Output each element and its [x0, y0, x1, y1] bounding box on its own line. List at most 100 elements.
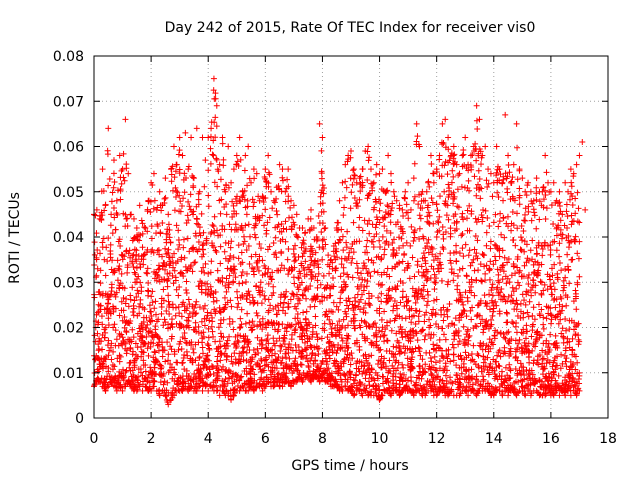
data-point [419, 255, 426, 262]
data-point [314, 363, 321, 370]
data-point [561, 389, 568, 396]
data-point-max [265, 152, 272, 159]
data-point-max [196, 188, 203, 195]
data-point [372, 224, 379, 231]
data-point [403, 209, 410, 216]
data-point [148, 293, 155, 300]
data-point [216, 338, 223, 345]
data-point [348, 350, 355, 357]
data-point [325, 365, 332, 372]
data-point [476, 184, 483, 191]
data-point [209, 151, 216, 158]
data-point [155, 247, 162, 254]
data-point [504, 213, 511, 220]
data-point [171, 207, 178, 214]
data-point [531, 212, 538, 219]
data-point [391, 317, 398, 324]
data-point [144, 321, 151, 328]
data-point [480, 376, 487, 383]
data-point [172, 194, 179, 201]
data-point [547, 381, 554, 388]
data-point [129, 252, 136, 259]
data-point [212, 247, 219, 254]
data-point [214, 227, 221, 234]
data-point [566, 338, 573, 345]
data-point [518, 383, 525, 390]
data-point [574, 189, 581, 196]
data-point [437, 193, 444, 200]
data-point [165, 351, 172, 358]
data-point [150, 340, 157, 347]
data-point [393, 344, 400, 351]
data-point [489, 193, 496, 200]
data-point [484, 354, 491, 361]
data-point [361, 276, 368, 283]
data-point [218, 196, 225, 203]
data-point [308, 377, 315, 384]
data-point [455, 204, 462, 211]
data-point [232, 221, 239, 228]
data-point [96, 288, 103, 295]
data-point [176, 283, 183, 290]
data-point [129, 326, 136, 333]
data-point [572, 287, 579, 294]
data-point [357, 188, 364, 195]
data-point [394, 305, 401, 312]
data-point [105, 352, 112, 359]
data-point [396, 245, 403, 252]
data-point [417, 215, 424, 222]
data-point [566, 374, 573, 381]
data-point [439, 224, 446, 231]
data-point [175, 151, 182, 158]
data-point [334, 362, 341, 369]
data-point [520, 273, 527, 280]
data-point [475, 181, 482, 188]
data-point [529, 371, 536, 378]
data-point [252, 251, 259, 258]
data-point [305, 286, 312, 293]
data-point [169, 301, 176, 308]
data-point [555, 372, 562, 379]
data-point [548, 265, 555, 272]
data-point [576, 238, 583, 245]
data-point [347, 371, 354, 378]
data-point [486, 336, 493, 343]
data-point-max [230, 166, 237, 173]
data-point [256, 340, 263, 347]
data-point-min [105, 383, 112, 390]
data-point [102, 272, 109, 279]
data-point [525, 340, 532, 347]
data-point [315, 270, 322, 277]
data-point [484, 215, 491, 222]
data-point [128, 338, 135, 345]
data-point [228, 238, 235, 245]
data-point [254, 263, 261, 270]
data-point [450, 344, 457, 351]
data-point [209, 242, 216, 249]
data-point [120, 295, 127, 302]
data-point [346, 249, 353, 256]
data-point [446, 191, 453, 198]
data-point-max [533, 175, 540, 182]
data-point [541, 281, 548, 288]
data-point [241, 187, 248, 194]
data-point-max [233, 152, 240, 159]
data-point [359, 291, 366, 298]
data-point-max [365, 143, 372, 150]
data-point [448, 266, 455, 273]
data-point [549, 291, 556, 298]
data-point [419, 233, 426, 240]
data-point [146, 379, 153, 386]
data-point [469, 151, 476, 158]
data-point-max [502, 111, 509, 118]
data-point [131, 364, 138, 371]
data-point [230, 202, 237, 209]
data-point [340, 278, 347, 285]
data-point [492, 211, 499, 218]
data-point [337, 273, 344, 280]
data-point-min [108, 378, 115, 385]
data-point [481, 292, 488, 299]
data-point [354, 203, 361, 210]
data-point [134, 376, 141, 383]
data-point [450, 249, 457, 256]
